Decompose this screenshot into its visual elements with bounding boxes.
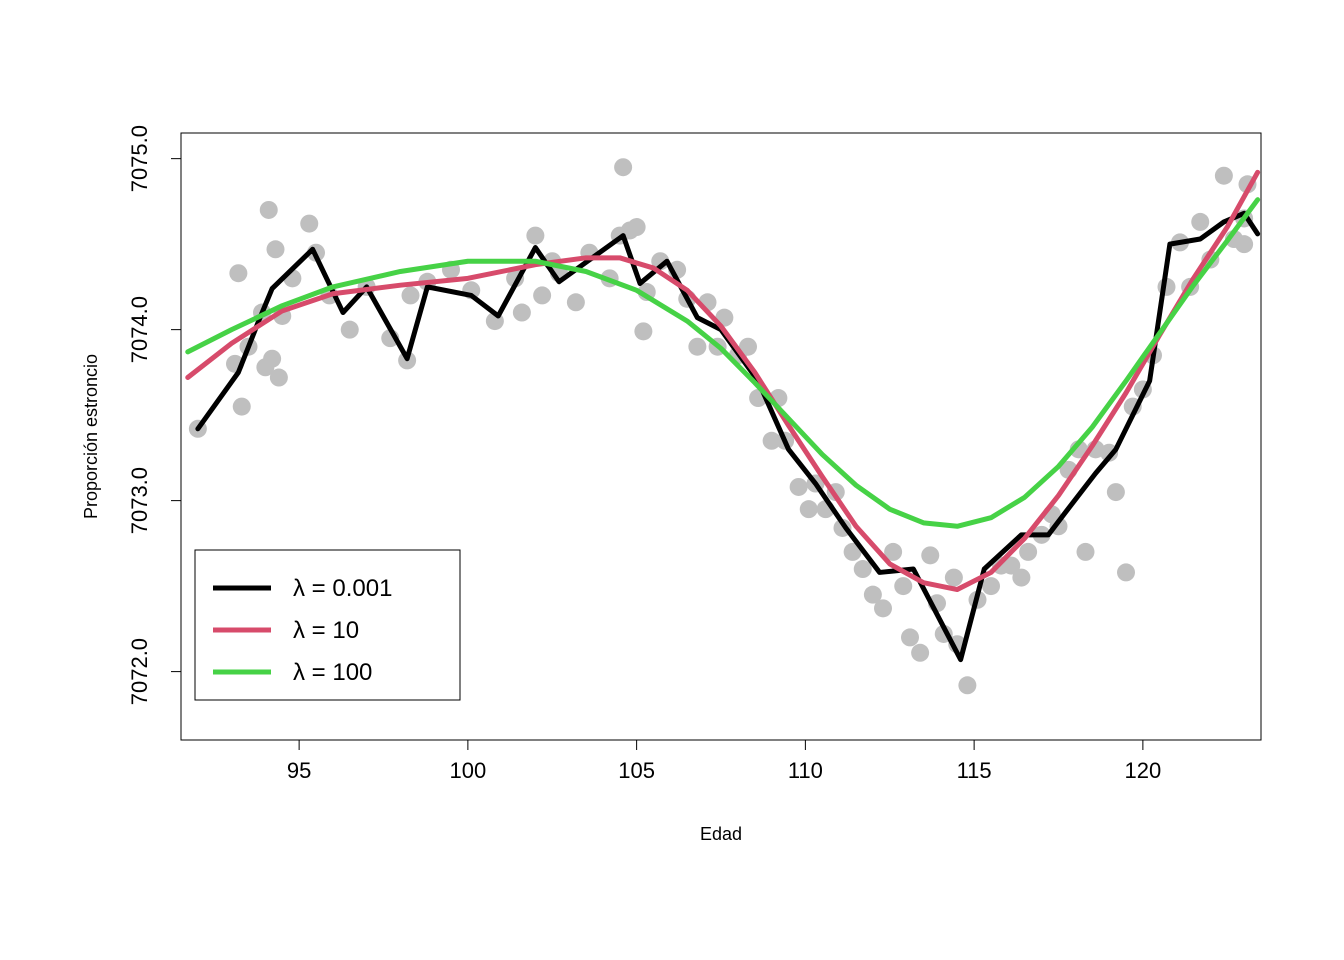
scatter-point xyxy=(874,599,892,617)
x-tick-label: 100 xyxy=(450,758,487,783)
legend-label: λ = 10 xyxy=(293,617,359,644)
legend-label: λ = 100 xyxy=(293,659,372,686)
scatter-point xyxy=(958,676,976,694)
scatter-point xyxy=(229,264,247,282)
scatter-point xyxy=(402,286,420,304)
scatter-point xyxy=(1012,569,1030,587)
scatter-point xyxy=(1077,543,1095,561)
scatter-point xyxy=(982,577,1000,595)
scatter-point xyxy=(901,628,919,646)
scatter-point xyxy=(1019,543,1037,561)
y-tick-label: 7075.0 xyxy=(127,125,152,192)
scatter-point xyxy=(634,322,652,340)
scatter-point xyxy=(267,240,285,258)
scatter-point xyxy=(526,227,544,245)
scatter-point xyxy=(688,338,706,356)
y-axis-label: Proporción estroncio xyxy=(81,354,101,519)
scatter-point xyxy=(300,215,318,233)
y-tick-label: 7074.0 xyxy=(127,296,152,363)
scatter-point xyxy=(1215,167,1233,185)
x-tick-label: 110 xyxy=(788,758,823,783)
scatter-point xyxy=(341,321,359,339)
scatter-point xyxy=(800,500,818,518)
y-tick-label: 7073.0 xyxy=(127,467,152,534)
x-tick-label: 105 xyxy=(618,758,655,783)
scatter-point xyxy=(1117,563,1135,581)
scatter-point xyxy=(911,644,929,662)
scatter-point xyxy=(854,560,872,578)
scatter-point xyxy=(894,577,912,595)
y-tick-label: 7072.0 xyxy=(127,638,152,705)
scatter-point xyxy=(270,369,288,387)
scatter-point xyxy=(614,158,632,176)
scatter-point xyxy=(1235,235,1253,253)
scatter-point xyxy=(567,293,585,311)
scatter-point xyxy=(921,546,939,564)
scatter-point xyxy=(1191,213,1209,231)
chart-svg: 95 100 105 110 115 120 Edad 7072.0 7073.0 7074.0 7… xyxy=(0,0,1344,960)
scatter-point xyxy=(233,398,251,416)
scatter-point xyxy=(945,569,963,587)
scatter-point xyxy=(1107,483,1125,501)
legend: λ = 0.001 λ = 10 λ = 100 xyxy=(195,550,460,700)
x-tick-label: 120 xyxy=(1125,758,1162,783)
x-tick-label: 115 xyxy=(957,758,992,783)
chart-container: 95 100 105 110 115 120 Edad 7072.0 7073.0 7074.0 7… xyxy=(0,0,1344,960)
scatter-point xyxy=(628,218,646,236)
scatter-point xyxy=(263,350,281,368)
legend-label: λ = 0.001 xyxy=(293,575,392,602)
scatter-point xyxy=(790,478,808,496)
x-axis-label: Edad xyxy=(700,824,742,844)
x-tick-label: 95 xyxy=(287,758,311,783)
chart-background xyxy=(0,0,1344,960)
scatter-point xyxy=(533,286,551,304)
scatter-point xyxy=(260,201,278,219)
scatter-point xyxy=(513,304,531,322)
